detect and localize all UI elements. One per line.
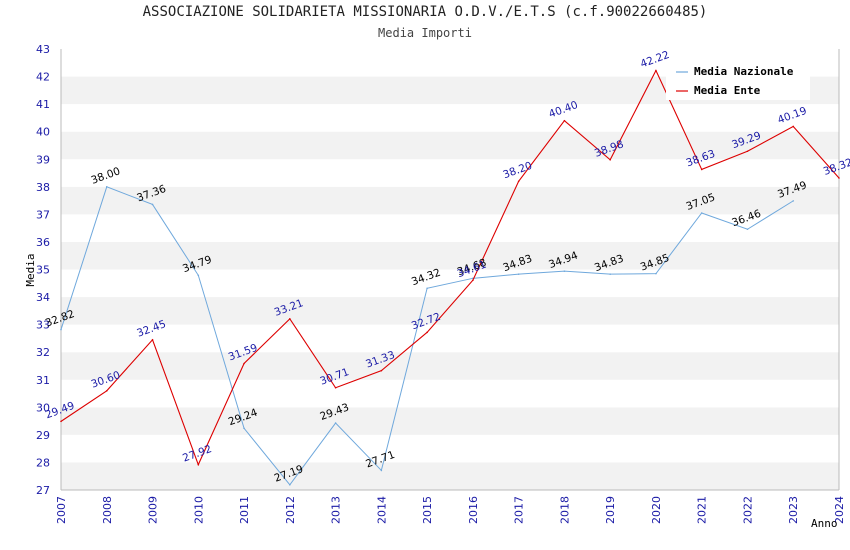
grid-band [61, 324, 839, 353]
data-point [60, 420, 62, 423]
data-point [792, 200, 795, 202]
data-point [426, 287, 428, 290]
data-point [655, 69, 657, 72]
grid-band [61, 241, 839, 270]
data-point [563, 119, 566, 122]
x-tick-label: 2019 [604, 496, 617, 524]
x-tick-label: 2016 [467, 496, 480, 524]
data-point [609, 273, 611, 275]
y-tick-label: 32 [36, 346, 50, 359]
data-point [380, 469, 383, 472]
y-tick-label: 36 [36, 236, 50, 249]
grid-band [61, 186, 839, 215]
x-tick-label: 2017 [513, 496, 526, 524]
data-point [609, 159, 611, 161]
y-tick-label: 27 [36, 484, 50, 497]
y-tick-label: 40 [36, 126, 50, 139]
data-point [655, 272, 657, 275]
legend: Media Nazionale Media Ente [666, 60, 810, 100]
x-tick-label: 2010 [192, 496, 205, 524]
chart-title: ASSOCIAZIONE SOLIDARIETA MISSIONARIA O.D… [142, 4, 708, 20]
y-tick-label: 30 [36, 401, 50, 414]
x-tick-label: 2012 [284, 496, 297, 524]
chart-subtitle: Media Importi [378, 26, 472, 40]
y-tick-label: 34 [36, 291, 50, 304]
grid-bands [60, 49, 840, 491]
grid-band [61, 434, 839, 463]
x-tick-label: 2023 [787, 496, 800, 524]
data-point [334, 386, 337, 389]
data-point [289, 318, 291, 320]
grid-band [61, 104, 839, 132]
data-point [792, 125, 795, 128]
data-point [334, 422, 337, 424]
x-tick-label: 2007 [55, 496, 68, 524]
data-point [426, 331, 428, 334]
y-tick-label: 31 [36, 374, 50, 387]
x-tick-label: 2018 [558, 496, 571, 524]
y-tick-label: 39 [36, 153, 50, 166]
data-point [700, 168, 703, 171]
y-tick-label: 42 [36, 71, 50, 84]
x-axis-ticks: 2007 2008 2009 2010 2011 2012 2013 2014 2015 2016… [55, 496, 846, 524]
data-point [197, 463, 200, 466]
legend-box [666, 60, 810, 100]
y-tick-label: 37 [36, 208, 50, 221]
grid-band [61, 407, 839, 435]
x-axis-title: Anno [811, 517, 838, 530]
y-tick-label: 28 [36, 456, 50, 469]
series-line-media-ente [60, 69, 840, 467]
y-tick-label: 38 [36, 181, 50, 194]
data-point [289, 483, 291, 486]
grid-band [61, 159, 839, 187]
data-point [563, 270, 566, 272]
grid-band [61, 352, 839, 380]
x-tick-label: 2020 [650, 496, 663, 524]
x-tick-label: 2015 [421, 496, 434, 524]
grid-band [61, 297, 839, 325]
grid-band [61, 131, 839, 160]
y-tick-label: 43 [36, 43, 50, 56]
x-tick-label: 2021 [696, 496, 709, 524]
data-point [243, 427, 245, 430]
x-tick-label: 2009 [147, 496, 160, 524]
x-tick-label: 2008 [101, 496, 114, 524]
data-point [838, 177, 840, 179]
y-tick-label: 29 [36, 429, 50, 442]
legend-label-ente: Media Ente [694, 84, 761, 97]
series-lines [60, 69, 840, 486]
data-point [380, 369, 383, 372]
data-point [60, 328, 62, 331]
data-point [517, 273, 520, 275]
y-tick-label: 41 [36, 98, 50, 111]
data-point [746, 150, 749, 153]
y-tick-label: 33 [36, 319, 50, 332]
data-point [197, 274, 200, 277]
x-tick-label: 2011 [238, 496, 251, 524]
y-axis-ticks: 27 28 29 30 31 32 33 34 35 36 37 38 39 40 41 42 43 [36, 43, 50, 497]
grid-band [61, 214, 839, 242]
x-tick-label: 2022 [741, 496, 754, 524]
data-point [517, 180, 520, 183]
grid-band [61, 379, 839, 408]
data-point [105, 186, 108, 188]
grid-band [61, 462, 839, 490]
legend-label-nazionale: Media Nazionale [694, 65, 794, 78]
x-tick-label: 2013 [330, 496, 343, 524]
x-tick-label: 2024 [833, 496, 846, 524]
data-point [151, 203, 154, 206]
data-point [472, 279, 474, 282]
data-point [151, 338, 154, 341]
y-tick-label: 35 [36, 264, 50, 277]
data-point [700, 212, 703, 214]
data-point [105, 389, 108, 392]
data-point [243, 362, 245, 365]
data-point [746, 228, 749, 231]
x-tick-label: 2014 [375, 496, 388, 524]
y-axis-title: Media [24, 253, 37, 286]
